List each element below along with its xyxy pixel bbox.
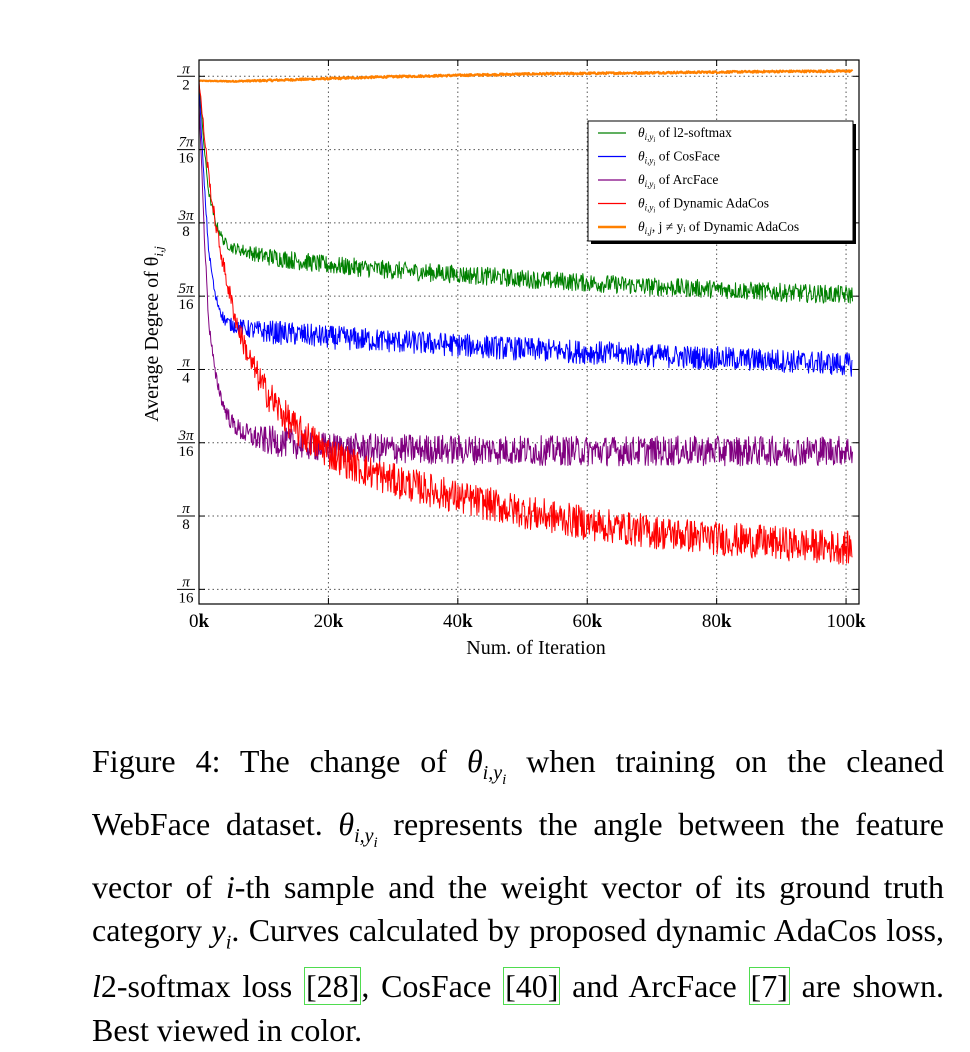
- y-tick-label: π2: [177, 61, 195, 93]
- caption-text: 2-softmax loss: [100, 968, 304, 1005]
- y-tick-label: π4: [177, 354, 195, 386]
- y-tick-numerator: π: [182, 501, 190, 517]
- series-line: [198, 83, 853, 304]
- caption-text: and ArcFace: [560, 968, 749, 1005]
- y-tick-denominator: 16: [179, 444, 195, 460]
- caption-theta: θ: [466, 743, 483, 779]
- caption-text: . Curves calculated by proposed dynamic …: [231, 912, 945, 949]
- x-axis-label: Num. of Iteration: [466, 637, 605, 659]
- plot-frame: [198, 59, 860, 605]
- legend-box: [587, 120, 854, 242]
- caption-theta: θ: [338, 805, 355, 842]
- legend-entry: θi,j, j ≠ yᵢ of Dynamic AdaCos: [638, 219, 799, 236]
- series-layer: [198, 69, 854, 565]
- line-chart: 0k 20k 40k 60k 80k 100k π27π163π85π16π43π16π8…: [141, 59, 866, 659]
- y-tick-denominator: 16: [179, 297, 195, 313]
- y-tick-denominator: 8: [182, 517, 190, 533]
- axes: [198, 59, 860, 605]
- y-tick-denominator: 8: [182, 224, 190, 240]
- y-axis-label-text: Average Degree of θ: [141, 257, 163, 422]
- legend: θi,yi of l2-softmax θi,yi of CosFace θi,yi…: [587, 120, 856, 244]
- y-tick-denominator: 16: [179, 151, 195, 167]
- y-tick-denominator: 2: [182, 77, 190, 93]
- y-tick-label: π8: [177, 501, 195, 533]
- legend-entry: θi,yi of ArcFace: [638, 172, 718, 191]
- caption-text: , CosFace: [361, 968, 504, 1005]
- x-tick-label: 60k: [572, 611, 602, 632]
- y-tick-label: π16: [177, 574, 195, 606]
- legend-entry: θi,yi of CosFace: [638, 149, 720, 168]
- x-tick-label: 0k: [189, 611, 210, 632]
- x-tick-label: 80k: [702, 611, 732, 632]
- caption-y-sub: i: [225, 931, 232, 954]
- caption-theta-sub: i,yi: [354, 825, 378, 852]
- caption-text: The change of: [220, 743, 467, 779]
- caption-text: -th sample and the weight vector of its …: [92, 868, 945, 949]
- citation-link-7[interactable]: [7]: [748, 967, 790, 1006]
- caption-figure-label: Figure 4:: [92, 743, 221, 779]
- caption-y-var: y: [211, 912, 226, 949]
- x-tick-label: 20k: [314, 611, 344, 632]
- series-line: [198, 98, 853, 467]
- caption-i-var: i: [225, 868, 235, 905]
- citation-link-28[interactable]: [28]: [304, 967, 362, 1006]
- caption-text: represents the angle between the feature…: [92, 805, 945, 905]
- legend-entry: θi,yi of l2-softmax: [638, 125, 732, 144]
- caption-theta-sub: i,yi: [482, 762, 507, 789]
- y-tick-denominator: 4: [182, 370, 190, 386]
- y-axis-label-sub: i,j: [151, 246, 166, 257]
- y-axis-label: Average Degree of θi,j: [141, 246, 166, 422]
- caption-text: when training on the cleaned WebFace dat…: [92, 743, 944, 842]
- y-tick-denominator: 16: [179, 590, 195, 606]
- x-tick-label: 100k: [827, 611, 867, 632]
- svg-text:Average Degree of θi,j: Average Degree of θi,j: [141, 246, 166, 422]
- y-tick-numerator: π: [182, 354, 190, 370]
- y-tick-numerator: π: [182, 574, 190, 590]
- figure-caption: Figure 4: The change of θi,yi when train…: [92, 740, 944, 1052]
- x-tick-labels: 0k 20k 40k 60k 80k 100k: [189, 611, 866, 632]
- series-line: [198, 79, 853, 565]
- citation-link-40[interactable]: [40]: [503, 967, 561, 1006]
- y-tick-numerator: 3π: [177, 428, 194, 444]
- series-line: [198, 91, 853, 377]
- series-line: [198, 69, 854, 83]
- x-tick-label: 40k: [443, 611, 473, 632]
- caption-l-var: l: [92, 968, 101, 1005]
- y-tick-label: 3π8: [177, 208, 195, 240]
- y-tick-numerator: 3π: [177, 208, 194, 224]
- y-tick-numerator: 5π: [178, 281, 194, 297]
- legend-entry: θi,yi of Dynamic AdaCos: [638, 196, 769, 215]
- y-tick-numerator: π: [182, 61, 190, 77]
- y-tick-numerator: 7π: [178, 135, 194, 151]
